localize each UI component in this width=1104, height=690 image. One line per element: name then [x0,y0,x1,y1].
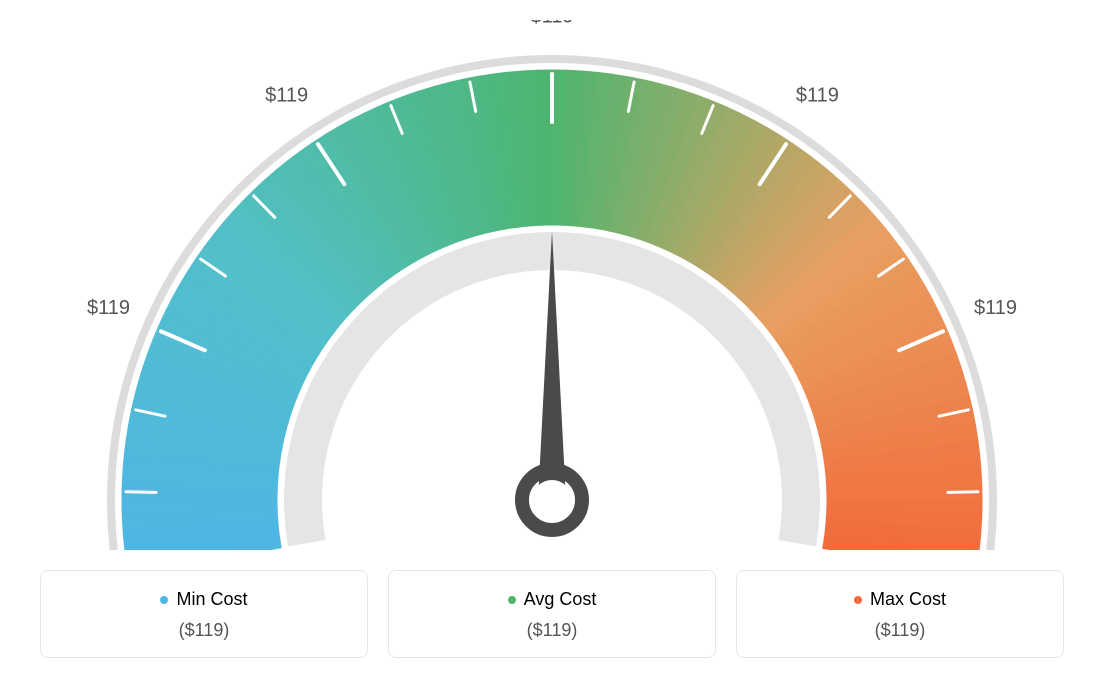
svg-text:$119: $119 [796,85,839,107]
legend-label-text: Max Cost [870,589,946,610]
dot-icon [160,596,168,604]
legend-card-max: Max Cost ($119) [736,570,1064,658]
legend-label-avg: Avg Cost [508,589,597,610]
gauge-chart: $119$119$119$119$119$119$119 [20,20,1084,550]
dot-icon [508,596,516,604]
svg-text:$119: $119 [530,20,573,27]
legend-value-min: ($119) [51,620,357,641]
legend-label-max: Max Cost [854,589,946,610]
legend-label-min: Min Cost [160,589,247,610]
dot-icon [854,596,862,604]
legend-card-avg: Avg Cost ($119) [388,570,716,658]
legend-value-max: ($119) [747,620,1053,641]
svg-text:$119: $119 [87,297,130,319]
svg-text:$119: $119 [974,297,1017,319]
legend-value-avg: ($119) [399,620,705,641]
svg-text:$119: $119 [265,85,308,107]
legend-label-text: Min Cost [176,589,247,610]
legend-label-text: Avg Cost [524,589,597,610]
gauge-svg: $119$119$119$119$119$119$119 [20,20,1084,550]
legend-row: Min Cost ($119) Avg Cost ($119) Max Cost… [20,570,1084,658]
legend-card-min: Min Cost ($119) [40,570,368,658]
